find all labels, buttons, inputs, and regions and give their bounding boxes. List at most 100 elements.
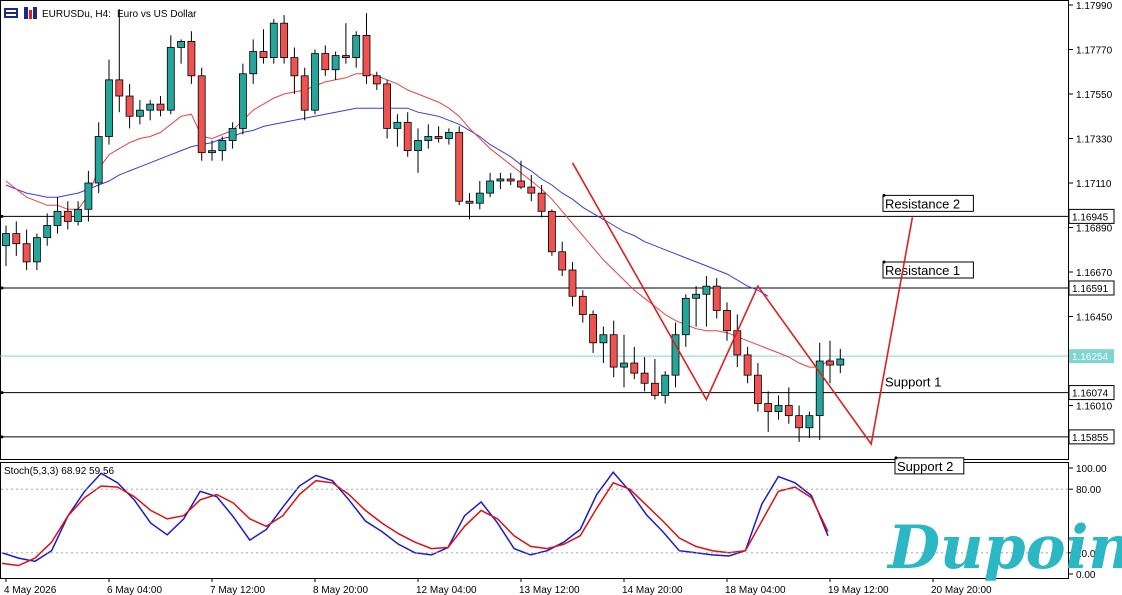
candle bbox=[341, 23, 350, 64]
candle bbox=[589, 310, 597, 353]
candle bbox=[537, 185, 546, 218]
candle-body bbox=[146, 103, 155, 111]
level-price-value: 1.16945 bbox=[1072, 212, 1109, 223]
current-price-value: 1.16254 bbox=[1072, 352, 1109, 363]
candle-body bbox=[795, 415, 803, 429]
candle bbox=[84, 170, 93, 222]
candle-body bbox=[125, 95, 134, 117]
candle-body bbox=[815, 360, 824, 417]
candle-body bbox=[53, 210, 62, 226]
stoch-tick-label: 100.00 bbox=[1076, 464, 1107, 475]
candle bbox=[280, 15, 289, 64]
time-tick-label: 8 May 20:00 bbox=[313, 585, 368, 595]
level-label-box bbox=[894, 457, 965, 475]
candle-body bbox=[754, 374, 762, 404]
candle-body bbox=[599, 334, 608, 344]
candle bbox=[805, 411, 814, 438]
price-tick-label: 1.16670 bbox=[1076, 268, 1113, 279]
chart-title: EURUSDu, H4: bbox=[42, 9, 111, 20]
candle bbox=[671, 322, 680, 388]
time-tick-label: 18 May 04:00 bbox=[725, 585, 786, 595]
level-label: Support 2 bbox=[897, 459, 953, 474]
candle bbox=[166, 35, 175, 115]
stoch-tick-label: 0.00 bbox=[1076, 570, 1096, 581]
chart-header: EURUSDu, H4: Euro vs US Dollar bbox=[4, 7, 197, 20]
candle bbox=[558, 241, 567, 277]
time-tick-label: 7 May 12:00 bbox=[210, 585, 265, 595]
candle-body bbox=[115, 79, 124, 97]
candle bbox=[146, 100, 155, 121]
candle bbox=[53, 197, 62, 234]
candle bbox=[784, 387, 793, 424]
candle-body bbox=[517, 180, 525, 188]
candle-body bbox=[681, 297, 690, 336]
stoch-tick-label: 20.00 bbox=[1076, 549, 1101, 560]
dupoin-logo: Dupoin bbox=[886, 513, 1122, 583]
candle bbox=[661, 371, 670, 404]
stoch-d-line bbox=[1, 479, 829, 567]
level-anchor bbox=[0, 391, 4, 395]
candle-body bbox=[269, 22, 278, 58]
price-tick-label: 1.16010 bbox=[1076, 402, 1113, 413]
candle bbox=[393, 114, 402, 147]
candle bbox=[712, 278, 721, 319]
candle-body bbox=[589, 314, 597, 344]
level-label-box bbox=[882, 194, 974, 212]
candle-body bbox=[764, 403, 773, 412]
candle-body bbox=[548, 210, 556, 253]
candle bbox=[517, 160, 525, 190]
ma-fast-line bbox=[5, 73, 831, 368]
candle bbox=[434, 126, 443, 143]
candle bbox=[74, 201, 82, 226]
level-label: Support 1 bbox=[885, 375, 941, 390]
candle-body bbox=[537, 192, 546, 212]
candle bbox=[238, 63, 247, 135]
candle-body bbox=[156, 103, 165, 111]
candle bbox=[115, 9, 124, 113]
candle-body bbox=[259, 51, 268, 58]
candle-body bbox=[774, 405, 783, 412]
price-tick-label: 1.16890 bbox=[1076, 224, 1113, 235]
candle bbox=[2, 225, 10, 266]
candle-body bbox=[166, 47, 175, 111]
candle bbox=[599, 326, 608, 364]
candle-body bbox=[496, 178, 505, 182]
level-label: Resistance 1 bbox=[885, 263, 960, 278]
candle-body bbox=[197, 75, 206, 154]
candle bbox=[795, 405, 803, 442]
candle-body bbox=[558, 251, 567, 271]
candle-body bbox=[331, 55, 340, 71]
candle bbox=[156, 96, 165, 117]
chart-menu-icon[interactable] bbox=[4, 8, 18, 18]
price-tick-label: 1.17330 bbox=[1076, 135, 1113, 146]
candle bbox=[651, 358, 659, 400]
candle bbox=[774, 395, 783, 420]
candle-body bbox=[444, 132, 453, 139]
candles bbox=[2, 9, 845, 442]
candle-body bbox=[609, 334, 618, 368]
candle-body bbox=[733, 330, 742, 356]
candle bbox=[702, 276, 711, 327]
candle-body bbox=[434, 136, 443, 139]
level-label-anchor bbox=[894, 456, 898, 460]
candle bbox=[640, 356, 649, 392]
candle-body bbox=[671, 334, 680, 376]
sr-levels: Resistance 2 Resistance 1 Support 1 Support… bbox=[0, 193, 1068, 475]
level-price-tag bbox=[1068, 385, 1115, 401]
candle-body bbox=[63, 210, 72, 222]
candle bbox=[743, 346, 752, 384]
bar-chart-icon[interactable] bbox=[24, 7, 37, 19]
candle bbox=[444, 128, 453, 145]
candle bbox=[486, 172, 495, 198]
candle bbox=[249, 39, 258, 84]
candle bbox=[527, 174, 536, 202]
level-anchor bbox=[0, 286, 4, 290]
candle-body bbox=[393, 121, 402, 129]
candle bbox=[403, 112, 412, 157]
candle-body bbox=[640, 372, 649, 384]
candle-body bbox=[84, 182, 93, 210]
time-tick-label: 12 May 04:00 bbox=[416, 585, 477, 595]
time-tick-label: 4 May 2026 bbox=[4, 585, 57, 595]
candle-body bbox=[784, 405, 793, 417]
